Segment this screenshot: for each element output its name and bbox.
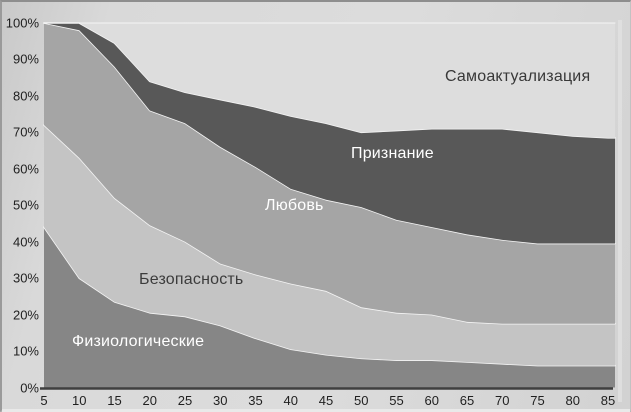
x-tick-label: 40 <box>283 393 298 408</box>
x-tick-label: 35 <box>248 393 263 408</box>
x-tick-label: 30 <box>213 393 228 408</box>
x-tick-label: 75 <box>530 393 545 408</box>
x-tick-label: 5 <box>40 393 48 408</box>
area-label-recognition: Признание <box>351 145 434 162</box>
y-tick-label: 0% <box>20 380 39 395</box>
y-tick-label: 30% <box>12 270 39 286</box>
y-tick-label: 90% <box>12 51 39 67</box>
area-4 <box>44 23 615 138</box>
area-0 <box>44 227 615 388</box>
y-tick-label: 80% <box>12 88 39 104</box>
x-tick-label: 45 <box>318 393 334 408</box>
area-label-self-actualization: Самоактуализация <box>445 68 591 85</box>
y-tick-label: 40% <box>12 234 39 250</box>
x-tick-label: 80 <box>565 393 580 408</box>
y-tick-label: 20% <box>12 307 39 323</box>
x-tick-label: 50 <box>354 393 369 408</box>
y-tick-label: 10% <box>12 343 39 359</box>
area-label-love: Любовь <box>265 197 324 214</box>
area-2 <box>44 23 615 324</box>
x-tick-label: 55 <box>389 393 404 408</box>
x-tick-label: 70 <box>495 393 510 408</box>
area-label-physiological: Физиологические <box>72 333 205 350</box>
x-tick-label: 60 <box>424 393 439 408</box>
x-axis-tick-labels: 5 10 15 20 25 30 35 40 45 50 55 60 65 70 75 80 85 <box>0 393 631 409</box>
area-3 <box>44 23 615 244</box>
x-tick-label: 15 <box>107 393 122 408</box>
x-tick-label: 10 <box>72 393 87 408</box>
x-tick-label: 85 <box>600 393 616 408</box>
y-axis-tick-labels: 0% 10% 20% 30% 40% 50% 60% 70% 80% 90% 100% <box>0 0 40 412</box>
y-tick-label: 70% <box>12 124 39 140</box>
y-tick-label: 100% <box>5 15 39 31</box>
x-tick-label: 65 <box>459 393 475 408</box>
figure-right-edge <box>618 20 622 402</box>
y-tick-label: 60% <box>12 161 39 177</box>
x-tick-label: 20 <box>142 393 157 408</box>
figure-bottom-edge <box>2 409 630 412</box>
area-1 <box>44 125 615 366</box>
y-tick-label: 50% <box>12 197 39 213</box>
area-label-safety: Безопасность <box>139 271 244 288</box>
x-tick-label: 25 <box>177 393 193 408</box>
